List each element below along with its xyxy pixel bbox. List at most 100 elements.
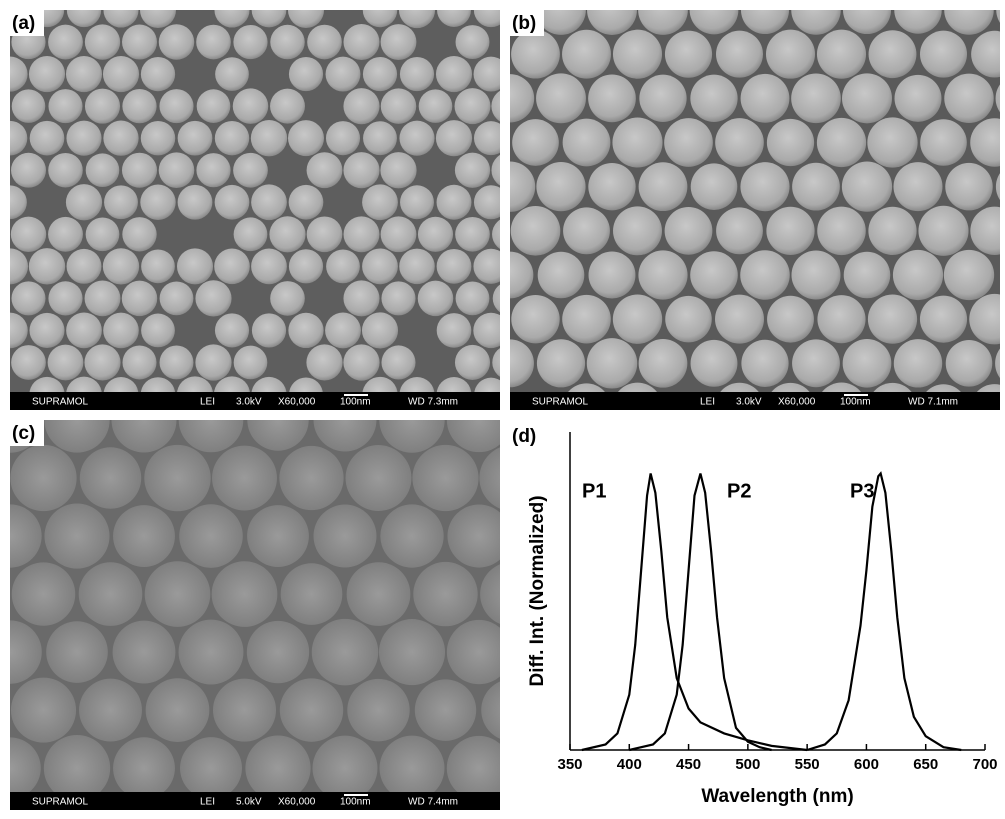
particle [536, 162, 585, 211]
particle [234, 217, 268, 251]
particle [46, 621, 108, 683]
particle [587, 427, 636, 476]
particle [792, 250, 841, 299]
particle [380, 736, 445, 801]
particle [66, 313, 102, 349]
particle [179, 504, 243, 568]
x-tick-label: 700 [972, 756, 997, 773]
particle [0, 25, 9, 60]
particle [196, 153, 230, 187]
particle [665, 207, 713, 255]
info-text: WD 7.3mm [408, 397, 458, 408]
particle [86, 153, 120, 187]
particle [251, 248, 287, 284]
particle [399, 121, 434, 156]
particle [690, 251, 738, 299]
particle [563, 119, 611, 167]
particle [944, 250, 994, 300]
x-tick-label: 550 [795, 756, 820, 773]
particle [343, 24, 379, 60]
particle [281, 563, 343, 625]
particle [307, 152, 343, 188]
particle [613, 206, 662, 255]
info-text: LEI [200, 397, 215, 408]
particle [141, 121, 175, 155]
particle [11, 281, 45, 315]
particle [325, 313, 361, 349]
panel-label: (b) [512, 13, 536, 34]
x-tick-label: 600 [854, 756, 879, 773]
particle [437, 313, 472, 348]
particle [639, 75, 686, 122]
particle [233, 153, 268, 188]
particle [546, 793, 613, 814]
particle [288, 120, 324, 156]
particle [639, 339, 688, 388]
particle [29, 56, 65, 92]
particle [456, 281, 490, 315]
particle [122, 217, 156, 251]
particle [113, 737, 175, 799]
particle [29, 248, 65, 284]
particle [233, 25, 267, 59]
particle [588, 163, 635, 210]
particle [400, 57, 434, 91]
particle [0, 795, 7, 814]
particle [741, 74, 790, 123]
particle [715, 118, 764, 167]
particle [944, 74, 993, 123]
info-text: 3.0kV [736, 397, 762, 408]
particle [437, 249, 472, 284]
particle [613, 294, 662, 343]
particle [767, 119, 814, 166]
particle [347, 562, 411, 626]
particle [269, 216, 305, 252]
particle [326, 249, 360, 283]
info-text: WD 7.4mm [408, 797, 458, 808]
particle [691, 163, 738, 210]
info-text: LEI [200, 797, 215, 808]
particle [456, 25, 490, 59]
particle [844, 252, 891, 299]
particle [314, 505, 377, 568]
particle [612, 117, 662, 167]
particle [270, 89, 305, 124]
particle [48, 89, 82, 123]
particle [537, 428, 584, 475]
particle [562, 30, 611, 79]
particle [918, 206, 968, 256]
particle [715, 295, 764, 344]
particle [766, 30, 815, 79]
particle [233, 88, 268, 123]
x-tick-label: 500 [735, 756, 760, 773]
particle [0, 409, 9, 443]
particle [447, 505, 510, 568]
particle [893, 250, 943, 300]
particle [0, 88, 9, 123]
particle [0, 446, 9, 510]
particle [766, 207, 814, 255]
particle [817, 118, 866, 167]
particle [103, 56, 139, 92]
particle [11, 678, 76, 743]
particle [312, 619, 378, 685]
particle [178, 185, 213, 220]
series-label: P3 [850, 480, 874, 502]
info-text: SUPRAMOL [532, 397, 589, 408]
particle [215, 57, 249, 91]
particle [0, 153, 9, 188]
particle [214, 249, 250, 285]
info-text: 100nm [340, 797, 371, 808]
particle [455, 153, 490, 188]
particle [48, 345, 84, 381]
particle [326, 57, 361, 92]
particle [0, 563, 7, 624]
particle [178, 121, 213, 156]
particle [473, 249, 508, 284]
particle [381, 345, 415, 379]
particle [197, 89, 231, 123]
particle [289, 185, 324, 220]
particle [511, 295, 559, 343]
particle [418, 281, 453, 316]
